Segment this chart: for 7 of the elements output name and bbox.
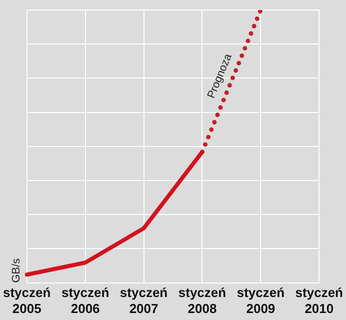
y-axis-title: GB/s xyxy=(10,258,22,283)
x-tick-label: styczeń 2005 xyxy=(2,285,51,316)
x-tick-label: styczeń 2006 xyxy=(61,285,110,316)
x-tick-label: styczeń 2007 xyxy=(120,285,168,316)
x-tick-label: styczeń 2009 xyxy=(236,285,285,316)
x-tick-label: styczeń 2010 xyxy=(295,285,344,316)
x-tick-label: styczeń 2008 xyxy=(178,285,226,316)
